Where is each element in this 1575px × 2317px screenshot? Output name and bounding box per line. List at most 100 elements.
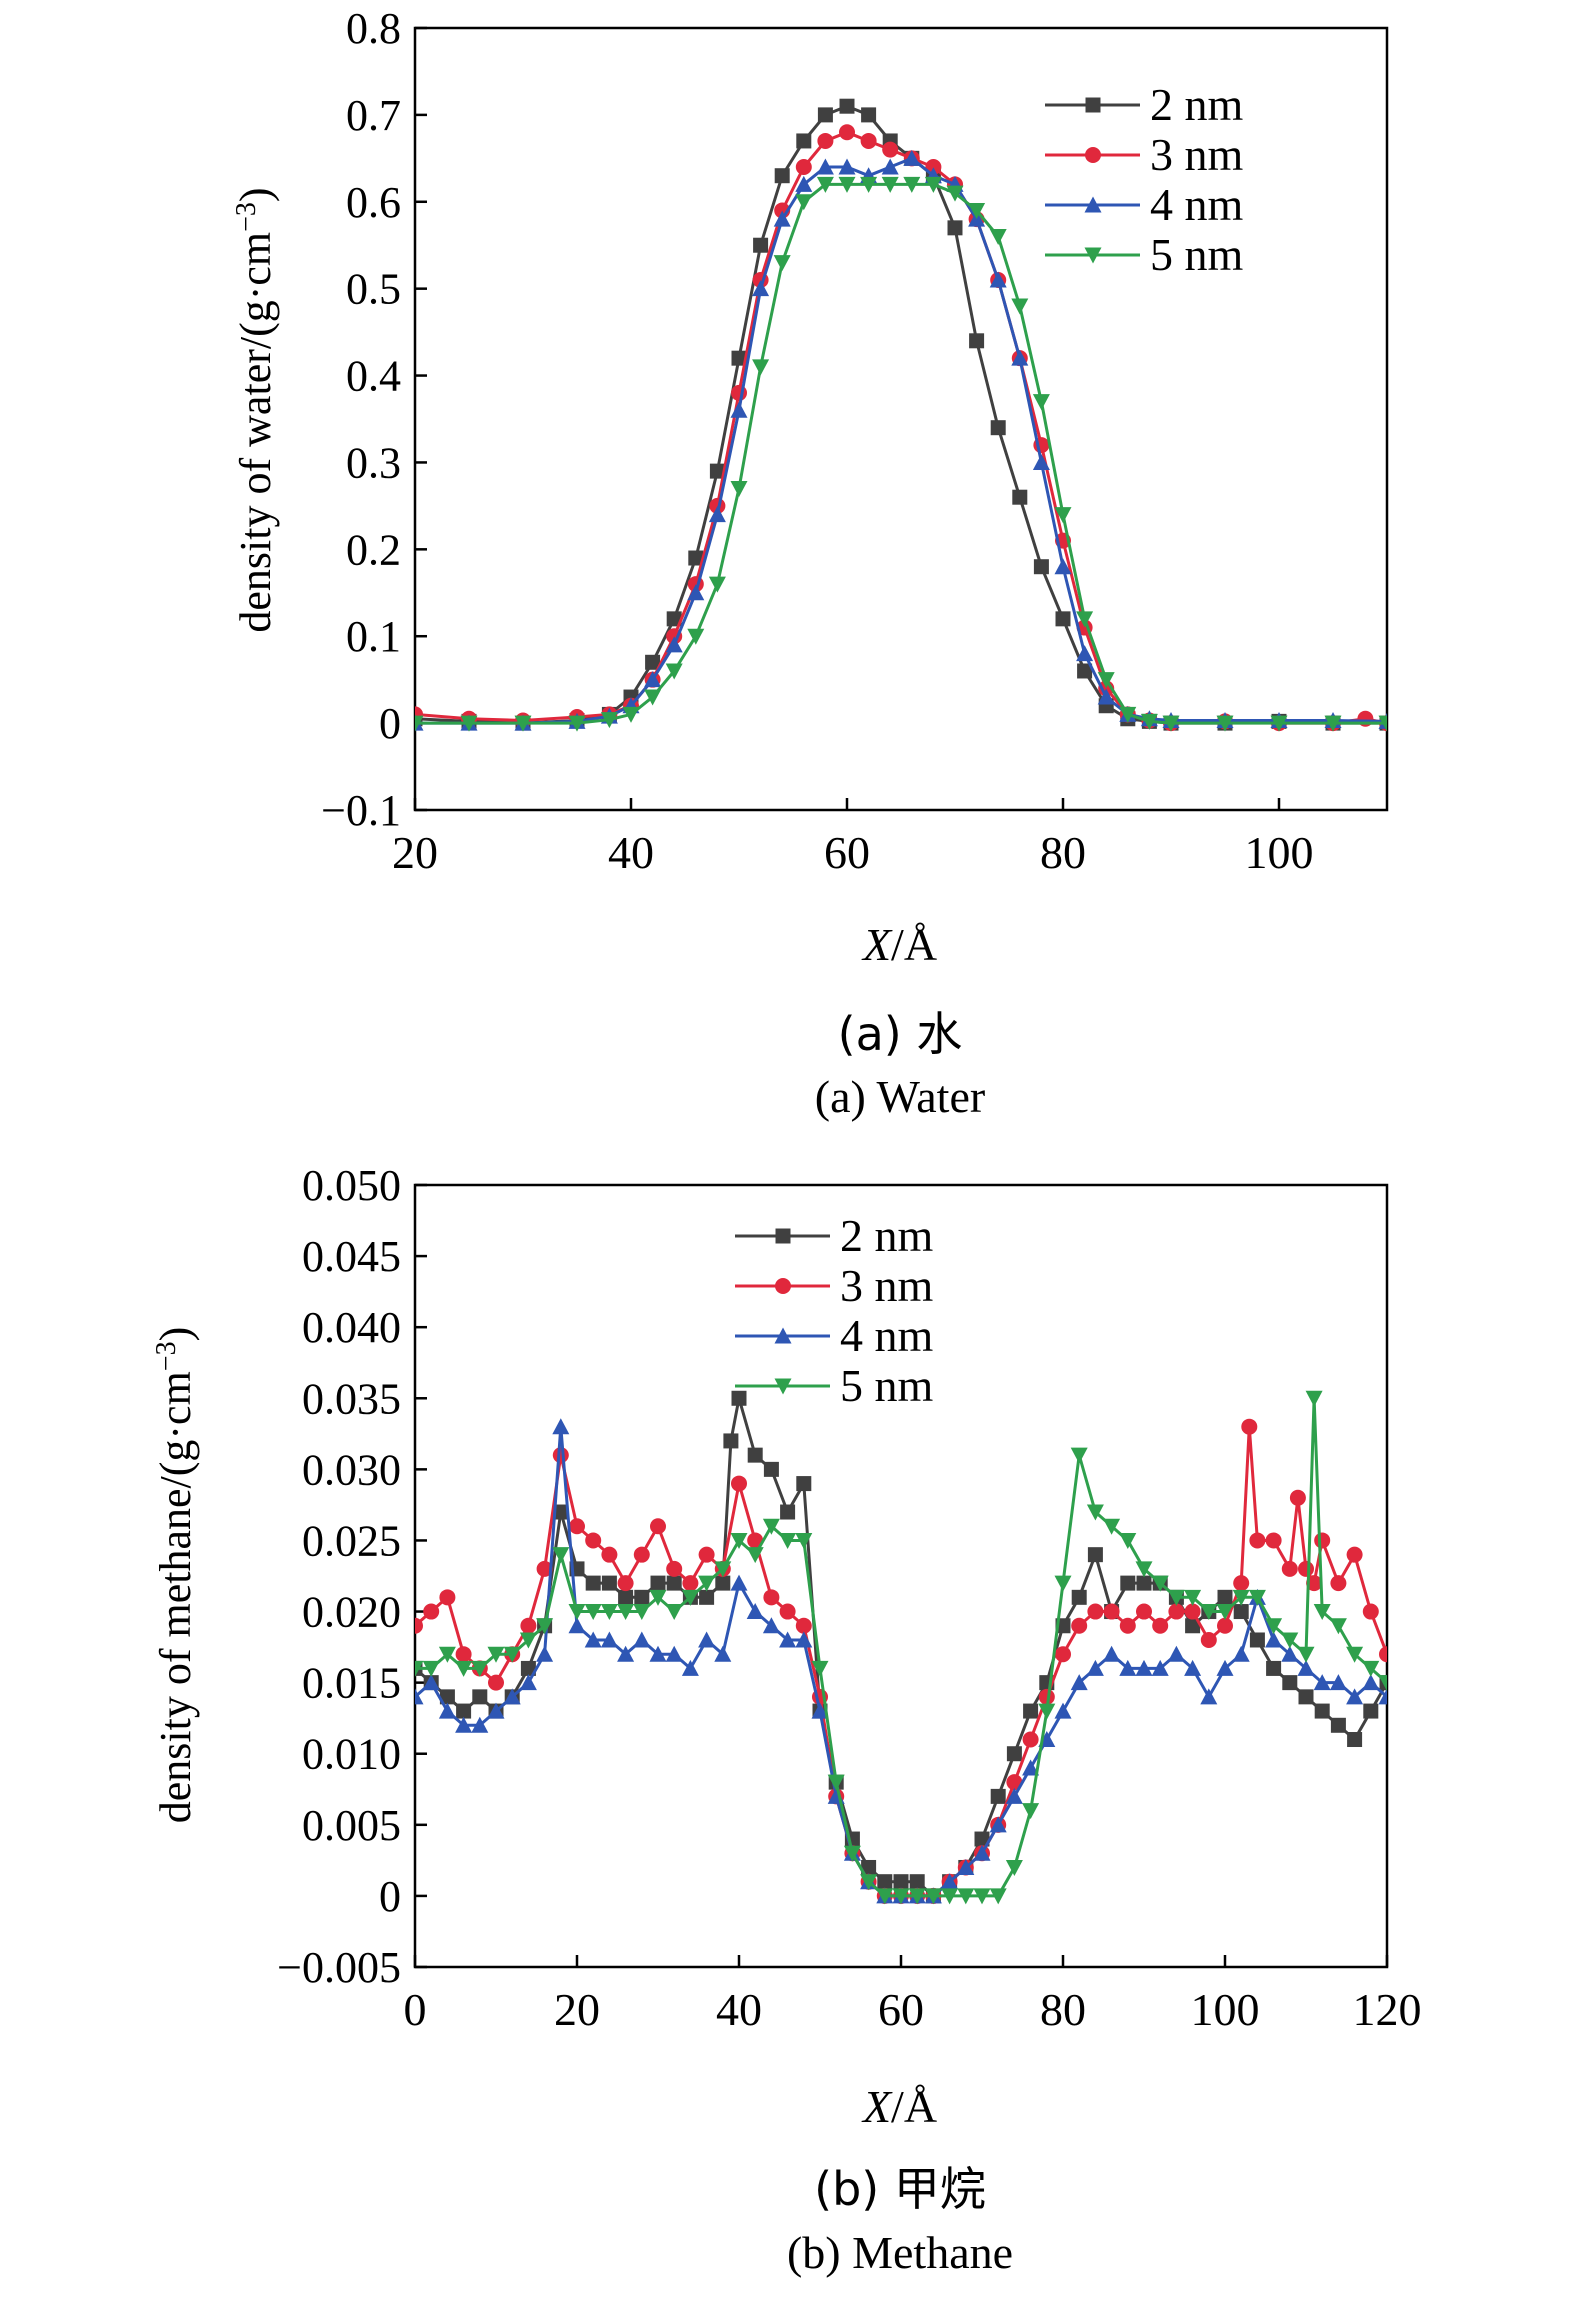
data-point — [1313, 1674, 1331, 1691]
data-point — [1135, 1561, 1153, 1578]
data-point — [1033, 559, 1049, 575]
data-point — [827, 1774, 845, 1791]
y-tick-label: 0.040 — [302, 1303, 401, 1352]
data-point — [1306, 1575, 1323, 1592]
data-point — [881, 158, 899, 175]
data-point — [553, 1504, 569, 1520]
caption-cn-methane: (b) 甲烷 — [814, 2162, 986, 2216]
data-point — [665, 1645, 683, 1662]
data-point — [892, 1888, 910, 1905]
data-point — [1216, 715, 1234, 732]
data-point — [1055, 1646, 1071, 1663]
data-point — [1313, 1604, 1331, 1621]
data-point — [989, 1816, 1007, 1833]
data-point — [617, 1645, 635, 1662]
data-point — [861, 1859, 877, 1875]
data-point — [839, 98, 855, 114]
data-point — [795, 1617, 812, 1634]
data-point — [649, 1589, 667, 1606]
data-point — [909, 1874, 925, 1890]
data-point — [773, 255, 791, 272]
data-point — [666, 1575, 682, 1591]
data-point — [1305, 1390, 1323, 1407]
data-point — [472, 1689, 488, 1705]
y-tick-label: 0.7 — [346, 91, 401, 140]
data-point — [1297, 1646, 1315, 1663]
x-tick-label: 100 — [1245, 827, 1314, 878]
data-point — [1217, 1617, 1233, 1634]
data-point — [1324, 715, 1342, 732]
x-tick-label: 100 — [1191, 1984, 1260, 2035]
x-tick-label: 20 — [392, 827, 438, 878]
data-point — [1119, 706, 1137, 723]
data-point — [1071, 1589, 1087, 1605]
data-point — [601, 1575, 617, 1591]
data-point — [731, 1390, 747, 1406]
data-point — [947, 220, 963, 236]
y-axis-label-superscript: −3 — [231, 202, 262, 232]
data-point — [439, 1589, 456, 1606]
series-2-nm — [415, 98, 1387, 731]
data-point — [1200, 1604, 1218, 1621]
data-point — [1097, 688, 1115, 705]
data-point — [1032, 394, 1050, 411]
data-point — [1378, 715, 1387, 732]
data-point — [698, 1575, 716, 1592]
y-tick-label: −0.005 — [277, 1943, 401, 1992]
data-point — [687, 628, 705, 645]
data-point — [1077, 663, 1093, 679]
data-point — [730, 481, 748, 498]
data-point — [731, 350, 747, 366]
y-tick-label: 0.6 — [346, 178, 401, 227]
data-point — [1330, 1717, 1346, 1733]
data-point — [1233, 1575, 1250, 1592]
data-point — [746, 1547, 764, 1564]
data-point — [1249, 1532, 1266, 1549]
data-point — [924, 176, 942, 193]
data-point — [455, 1660, 473, 1677]
data-point — [708, 576, 726, 593]
y-tick-label: 0.3 — [346, 438, 401, 487]
data-point — [1054, 558, 1072, 575]
data-point — [1216, 1604, 1234, 1621]
data-point — [503, 1688, 521, 1705]
data-point — [415, 1660, 424, 1677]
y-tick-label: 0.5 — [346, 265, 401, 314]
data-point — [699, 1589, 715, 1605]
data-point — [644, 671, 662, 688]
data-point — [1120, 1575, 1136, 1591]
data-point — [622, 706, 640, 723]
data-point — [600, 1631, 618, 1648]
data-point — [903, 176, 921, 193]
data-point — [568, 715, 586, 732]
x-tick-label: 60 — [878, 1984, 924, 2035]
data-point — [779, 1532, 797, 1549]
data-point — [941, 1888, 959, 1905]
data-point — [520, 1617, 537, 1634]
data-point — [908, 1888, 926, 1905]
data-point — [1266, 1660, 1282, 1676]
data-point — [796, 1476, 812, 1492]
data-point — [422, 1660, 440, 1677]
data-point — [974, 1831, 990, 1847]
data-point — [779, 1603, 796, 1620]
data-point — [1167, 1589, 1185, 1606]
y-tick-label: 0.045 — [302, 1232, 401, 1281]
data-point — [941, 1873, 959, 1890]
data-point — [860, 132, 877, 149]
data-point — [471, 1660, 489, 1677]
data-point — [1298, 1560, 1314, 1577]
data-point — [600, 712, 618, 729]
data-point — [617, 1575, 634, 1592]
legend-label: 4 nm — [1150, 179, 1244, 230]
data-point — [860, 1874, 878, 1891]
data-point — [723, 1433, 739, 1449]
data-point — [989, 1888, 1007, 1905]
data-point — [1346, 1688, 1364, 1705]
data-point — [584, 1631, 602, 1648]
x-tick-label: 40 — [608, 827, 654, 878]
data-point — [1346, 1646, 1364, 1663]
data-point — [1103, 1645, 1121, 1662]
data-point — [747, 1532, 764, 1549]
data-point — [1023, 1703, 1039, 1719]
